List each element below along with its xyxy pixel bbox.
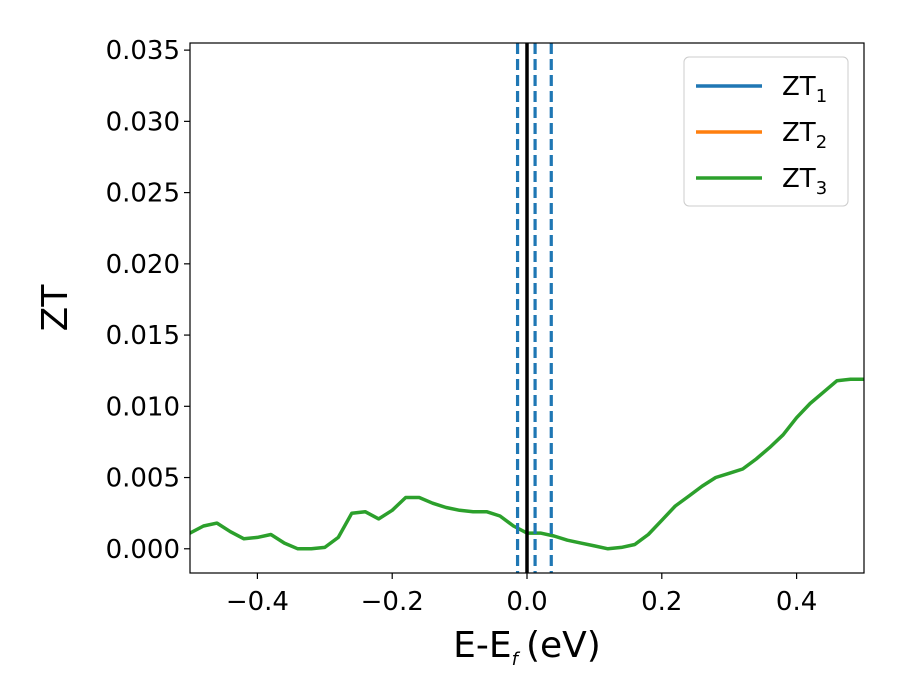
- y-tick-label: 0.030: [106, 107, 180, 137]
- plot-area: [190, 43, 864, 573]
- y-tick-label: 0.020: [106, 250, 180, 280]
- y-tick-label: 0.005: [106, 464, 180, 494]
- y-tick-label: 0.025: [106, 179, 180, 209]
- legend-box: [683, 56, 849, 207]
- y-tick-label: 0.015: [106, 321, 180, 351]
- x-tick-label: 0.0: [506, 587, 547, 617]
- x-tick-label: −0.2: [361, 587, 424, 617]
- y-axis-ticks: 0.000 0.005 0.010 0.015 0.020 0.025 0.030 0.035: [106, 36, 190, 565]
- y-tick-label: 0.010: [106, 392, 180, 422]
- y-axis-title: ZT: [35, 284, 76, 332]
- vline-layer: [515, 43, 553, 573]
- y-tick-label: 0.000: [106, 535, 180, 565]
- legend-label-zt1: ZT1: [782, 72, 827, 107]
- legend-label-zt3: ZT3: [782, 164, 827, 199]
- legend: ZT1 ZT2 ZT3: [683, 56, 849, 207]
- legend-label-zt2: ZT2: [782, 118, 827, 153]
- x-tick-label: 0.4: [776, 587, 817, 617]
- x-axis-ticks: −0.4 −0.2 0.0 0.2 0.4: [226, 573, 817, 617]
- x-axis-title: E-Ef (eV): [453, 625, 601, 670]
- x-tick-label: −0.4: [226, 587, 289, 617]
- x-tick-label: 0.2: [641, 587, 682, 617]
- y-tick-label: 0.035: [106, 36, 180, 66]
